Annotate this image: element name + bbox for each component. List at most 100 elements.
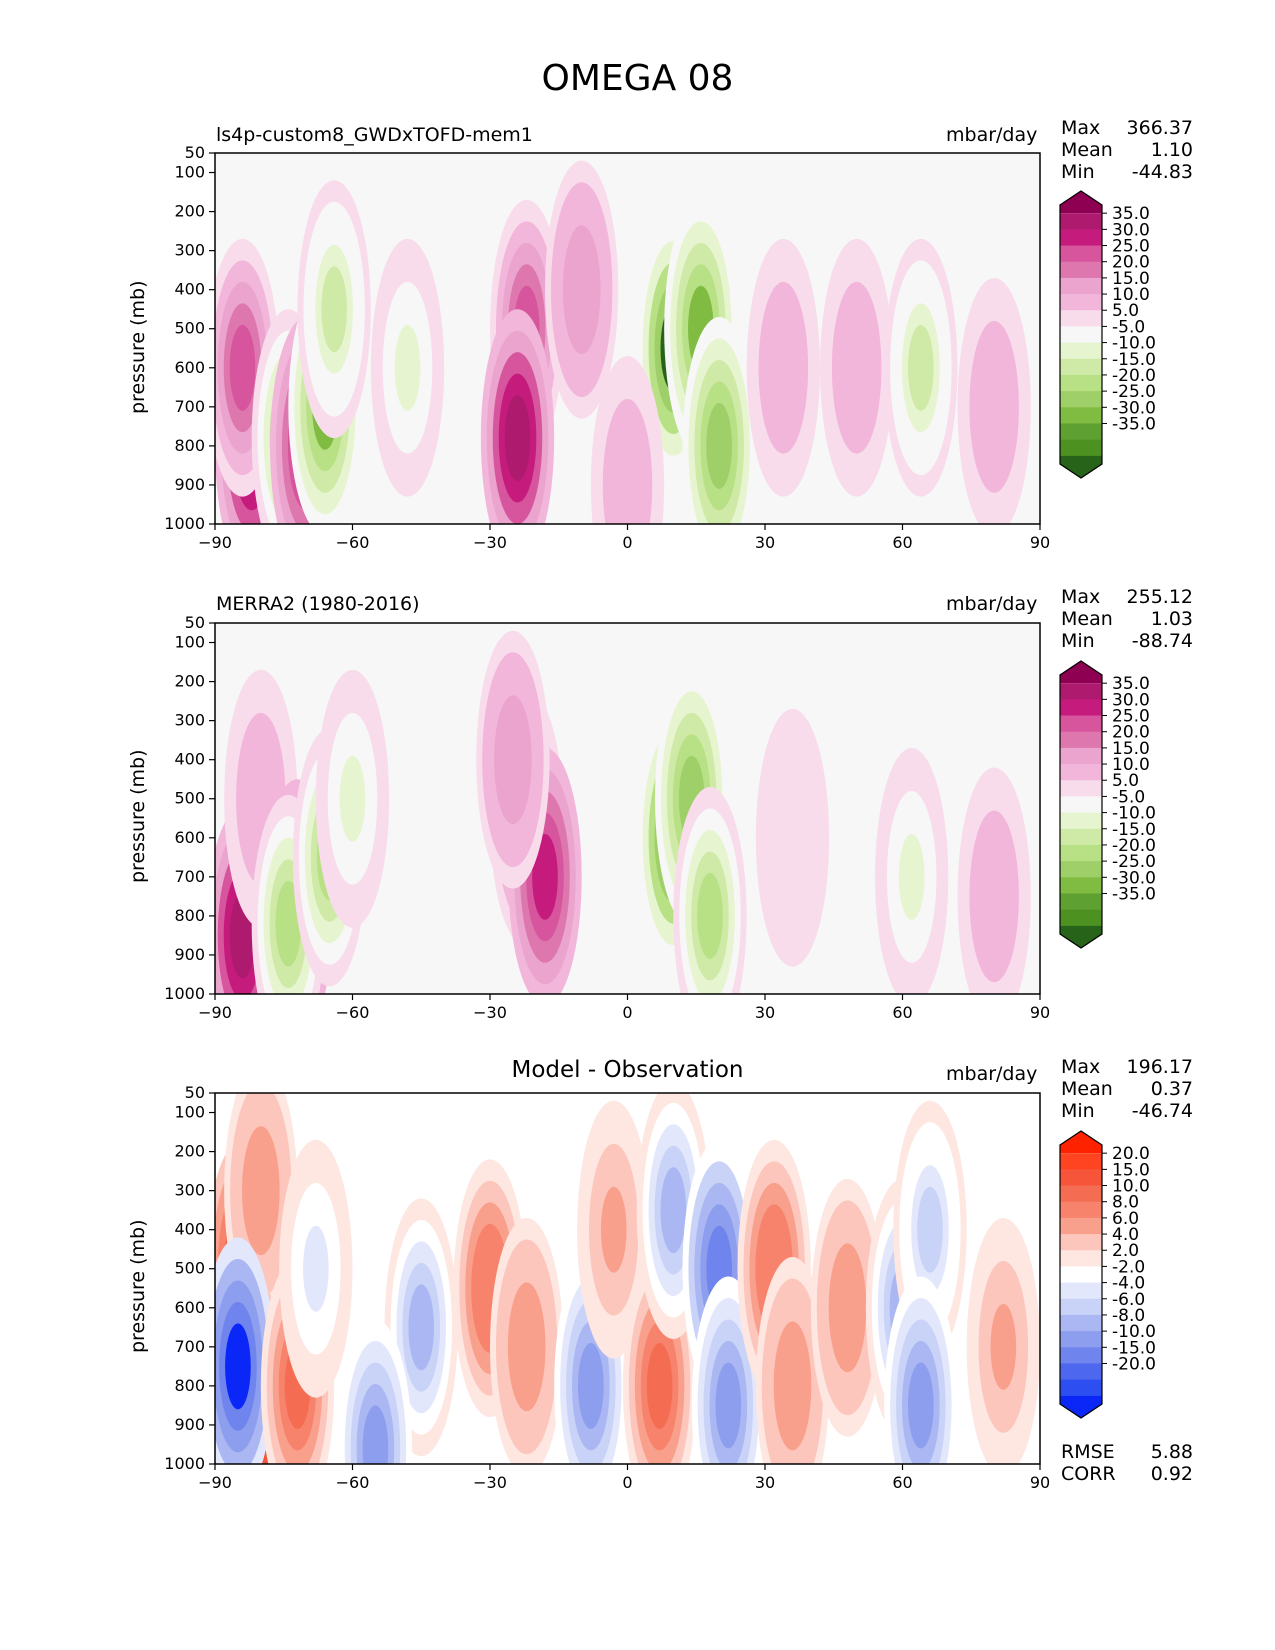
y-tick-label: 600 bbox=[174, 1298, 205, 1317]
contour-feature bbox=[908, 1362, 934, 1449]
colorbar-segment bbox=[1060, 731, 1102, 749]
colorbar-label: 35.0 bbox=[1112, 674, 1150, 694]
stat-mean-label: Mean bbox=[1061, 608, 1113, 630]
y-tick-label: 500 bbox=[174, 319, 205, 338]
colorbar-segment bbox=[1060, 1185, 1102, 1203]
y-tick-label: 400 bbox=[174, 750, 205, 769]
stat-max-label: Max bbox=[1061, 586, 1101, 608]
stat-mean-label: Mean bbox=[1061, 1078, 1113, 1100]
colorbar-extend-bottom bbox=[1060, 925, 1102, 948]
y-tick-label: 1000 bbox=[164, 1454, 205, 1473]
colorbar-extend-top bbox=[1060, 1131, 1102, 1154]
y-tick-label: 500 bbox=[174, 1259, 205, 1278]
colorbar-segment bbox=[1060, 1234, 1102, 1251]
contour-feature bbox=[779, 1342, 806, 1429]
colorbar-label: -25.0 bbox=[1112, 852, 1156, 872]
colorbar-label: 10.0 bbox=[1112, 1177, 1150, 1197]
y-tick-label: 300 bbox=[174, 241, 205, 260]
panel-3-skill-stats: RMSE 5.88 CORR 0.92 bbox=[1061, 1441, 1193, 1485]
contour-feature bbox=[394, 324, 421, 411]
y-tick-label: 800 bbox=[174, 1376, 205, 1395]
panel-2-title: MERRA2 (1980-2016) bbox=[216, 593, 420, 615]
colorbar-label: -30.0 bbox=[1112, 398, 1156, 418]
colorbar-segment bbox=[1060, 326, 1102, 344]
y-tick-label: 50 bbox=[185, 613, 205, 632]
colorbar-label: 10.0 bbox=[1112, 285, 1150, 305]
contour-feature bbox=[339, 755, 366, 842]
panel-2-units: mbar/day bbox=[946, 593, 1038, 615]
colorbar-segment bbox=[1060, 374, 1102, 392]
colorbar-segment bbox=[1060, 277, 1102, 295]
y-tick-label: 700 bbox=[174, 867, 205, 886]
colorbar-extend-bottom bbox=[1060, 455, 1102, 478]
contour-feature bbox=[578, 1342, 604, 1429]
y-tick-label: 50 bbox=[185, 143, 205, 162]
panel-3-stats: Max 196.17 Mean 0.37 Min -46.74 bbox=[1061, 1056, 1193, 1122]
colorbar-segment bbox=[1060, 423, 1102, 441]
y-tick-label: 400 bbox=[174, 280, 205, 299]
colorbar-label: -8.0 bbox=[1112, 1306, 1145, 1326]
panel-3-plot-area bbox=[215, 1093, 1040, 1464]
panel-3-units: mbar/day bbox=[946, 1063, 1038, 1085]
colorbar-label: 25.0 bbox=[1112, 237, 1150, 257]
panel-2-ylabel: pressure (mb) bbox=[127, 749, 149, 883]
colorbar-segment bbox=[1060, 245, 1102, 263]
contour-feature bbox=[362, 1405, 389, 1464]
colorbar-segment bbox=[1060, 1266, 1102, 1284]
colorbar-label: -35.0 bbox=[1112, 884, 1156, 904]
colorbar-label: -10.0 bbox=[1112, 804, 1156, 824]
colorbar-segment bbox=[1060, 1201, 1102, 1219]
panel-1-stats: Max 366.37 Mean 1.10 Min -44.83 bbox=[1061, 117, 1193, 183]
stat-max: 196.17 bbox=[1126, 1056, 1193, 1078]
x-tick-label: −30 bbox=[473, 1473, 507, 1492]
colorbar-label: -5.0 bbox=[1112, 317, 1145, 337]
contour-feature bbox=[614, 442, 641, 524]
colorbar-label: 20.0 bbox=[1112, 253, 1150, 273]
contour-feature bbox=[715, 1362, 742, 1449]
colorbar-label: -20.0 bbox=[1112, 836, 1156, 856]
contour-feature bbox=[408, 1284, 435, 1371]
y-tick-label: 300 bbox=[174, 711, 205, 730]
panel-2-stats: Max 255.12 Mean 1.03 Min -88.74 bbox=[1061, 586, 1193, 652]
colorbar-label: 30.0 bbox=[1112, 220, 1150, 240]
x-tick-label: 0 bbox=[622, 533, 632, 552]
colorbar-label: 8.0 bbox=[1112, 1193, 1139, 1213]
x-tick-label: 60 bbox=[892, 1003, 912, 1022]
x-tick-label: 0 bbox=[622, 1473, 632, 1492]
colorbar-label: -15.0 bbox=[1112, 1338, 1156, 1358]
colorbar-segment bbox=[1060, 213, 1102, 230]
colorbar-segment bbox=[1060, 828, 1102, 846]
y-tick-label: 800 bbox=[174, 436, 205, 455]
colorbar-segment bbox=[1060, 407, 1102, 424]
colorbar-label: -20.0 bbox=[1112, 366, 1156, 386]
y-tick-label: 300 bbox=[174, 1181, 205, 1200]
colorbar-label: 15.0 bbox=[1112, 739, 1150, 759]
colorbar-segment bbox=[1060, 699, 1102, 717]
colorbar-label: 6.0 bbox=[1112, 1209, 1139, 1229]
colorbar-outline bbox=[1059, 660, 1103, 949]
stat-corr-label: CORR bbox=[1061, 1463, 1116, 1485]
colorbar-segment bbox=[1060, 1379, 1102, 1397]
colorbar-segment bbox=[1060, 844, 1102, 862]
stat-mean: 0.37 bbox=[1150, 1078, 1193, 1100]
colorbar-segment bbox=[1060, 294, 1102, 311]
colorbar-segment bbox=[1060, 261, 1102, 279]
stat-rmse: 5.88 bbox=[1150, 1441, 1193, 1463]
contour-feature bbox=[843, 324, 870, 411]
x-tick-label: −90 bbox=[198, 1003, 232, 1022]
stat-max: 366.37 bbox=[1126, 117, 1193, 139]
x-tick-label: −90 bbox=[198, 533, 232, 552]
y-tick-label: 400 bbox=[174, 1220, 205, 1239]
y-tick-label: 900 bbox=[174, 945, 205, 964]
colorbar-segment bbox=[1060, 1250, 1102, 1267]
colorbar-label: -5.0 bbox=[1112, 787, 1145, 807]
colorbar-segment bbox=[1060, 358, 1102, 376]
y-tick-label: 500 bbox=[174, 789, 205, 808]
stat-min-label: Min bbox=[1061, 1100, 1095, 1122]
stat-min: -44.83 bbox=[1131, 161, 1193, 183]
x-tick-label: −90 bbox=[198, 1473, 232, 1492]
colorbar-label: -10.0 bbox=[1112, 334, 1156, 354]
colorbar-label: 5.0 bbox=[1112, 771, 1139, 791]
stat-max-label: Max bbox=[1061, 117, 1101, 139]
y-tick-label: 700 bbox=[174, 397, 205, 416]
